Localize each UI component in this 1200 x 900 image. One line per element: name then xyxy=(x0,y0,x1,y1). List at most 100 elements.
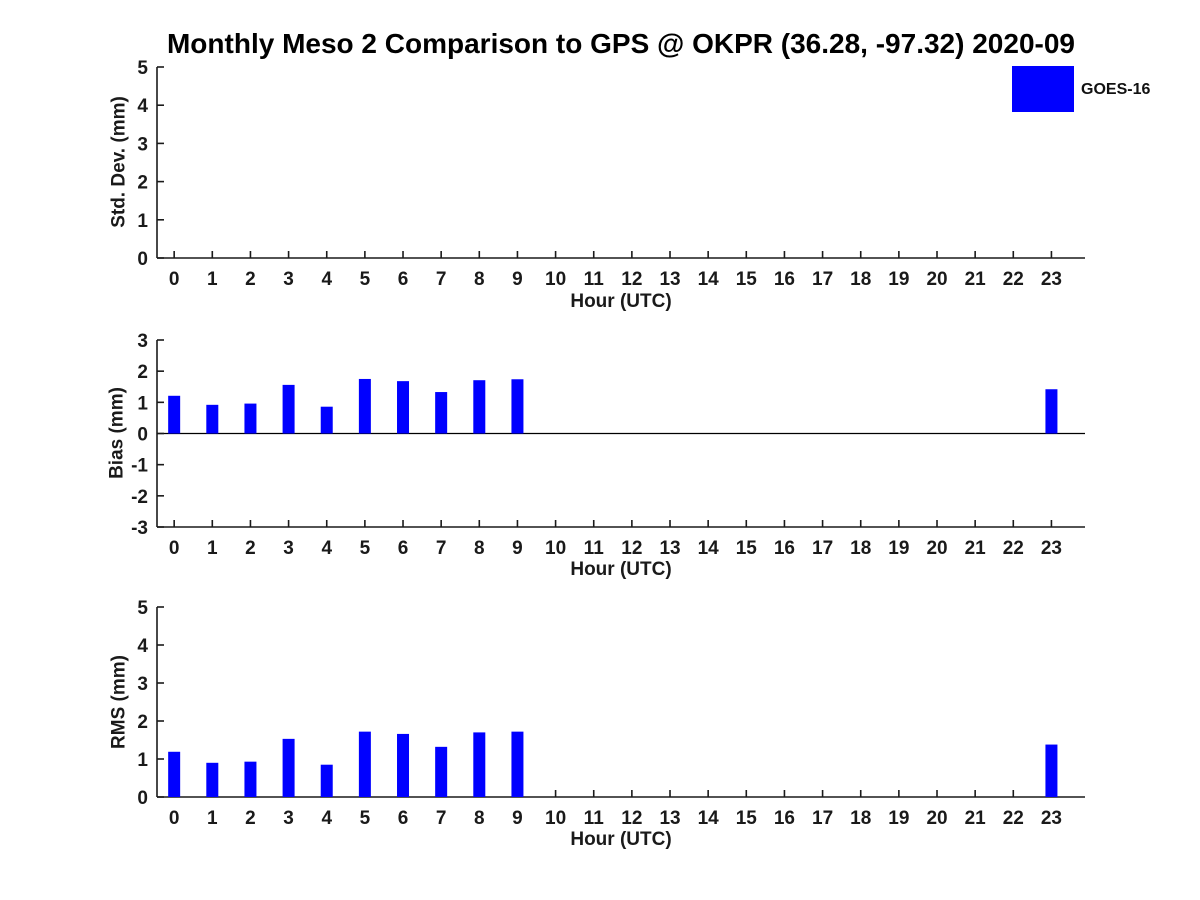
x-tick-label: 9 xyxy=(512,269,523,290)
x-tick-label: 2 xyxy=(245,269,256,290)
x-tick-label: 4 xyxy=(321,808,332,829)
x-tick-label: 8 xyxy=(474,808,485,829)
x-tick-label: 23 xyxy=(1041,538,1062,559)
bar-goes-16-hour-5 xyxy=(358,731,371,797)
x-tick-label: 21 xyxy=(965,269,987,290)
x-tick-label: 12 xyxy=(621,808,642,829)
y-tick-label: -3 xyxy=(131,518,148,539)
x-tick-label: 22 xyxy=(1003,269,1024,290)
xlabel-stddev: Hour (UTC) xyxy=(570,291,672,312)
x-tick-label: 23 xyxy=(1041,808,1062,829)
x-tick-label: 16 xyxy=(774,538,795,559)
x-tick-label: 12 xyxy=(621,538,642,559)
x-tick-label: 16 xyxy=(774,808,795,829)
y-tick-label: 1 xyxy=(137,750,148,771)
x-tick-label: 20 xyxy=(926,538,947,559)
x-tick-label: 8 xyxy=(474,538,485,559)
y-tick-label: 2 xyxy=(137,712,148,733)
x-tick-label: 12 xyxy=(621,269,642,290)
x-tick-label: 15 xyxy=(736,269,758,290)
x-tick-label: 11 xyxy=(584,538,605,559)
x-tick-label: 18 xyxy=(850,269,871,290)
x-tick-label: 13 xyxy=(659,269,680,290)
x-tick-label: 19 xyxy=(888,808,909,829)
y-tick-label: 5 xyxy=(137,598,148,619)
x-tick-label: 0 xyxy=(169,269,180,290)
bar-goes-16-hour-8 xyxy=(473,380,486,434)
y-tick-label: 0 xyxy=(137,788,148,809)
x-tick-label: 14 xyxy=(698,538,720,559)
x-tick-label: 14 xyxy=(698,269,720,290)
x-tick-label: 4 xyxy=(321,269,332,290)
bar-goes-16-hour-3 xyxy=(282,738,295,797)
bar-goes-16-hour-2 xyxy=(244,761,257,797)
x-tick-label: 11 xyxy=(584,808,605,829)
y-tick-label: 3 xyxy=(137,134,148,155)
x-tick-label: 16 xyxy=(774,269,795,290)
y-tick-label: 5 xyxy=(137,58,148,79)
x-tick-label: 17 xyxy=(812,269,833,290)
x-tick-label: 2 xyxy=(245,538,256,559)
bar-goes-16-hour-2 xyxy=(244,403,257,434)
x-tick-label: 18 xyxy=(850,538,871,559)
x-tick-label: 22 xyxy=(1003,538,1024,559)
x-tick-label: 1 xyxy=(207,269,218,290)
x-tick-label: 3 xyxy=(283,808,294,829)
y-tick-label: 4 xyxy=(137,96,148,117)
x-tick-label: 19 xyxy=(888,538,909,559)
x-tick-label: 13 xyxy=(659,808,680,829)
x-tick-label: 11 xyxy=(584,269,605,290)
bar-goes-16-hour-9 xyxy=(511,731,524,797)
x-tick-label: 0 xyxy=(169,538,180,559)
bar-goes-16-hour-4 xyxy=(320,406,333,434)
bar-goes-16-hour-7 xyxy=(435,746,448,797)
x-tick-label: 9 xyxy=(512,538,523,559)
x-tick-label: 2 xyxy=(245,808,256,829)
bar-goes-16-hour-1 xyxy=(206,762,219,797)
y-tick-label: -1 xyxy=(131,456,148,477)
x-tick-label: 17 xyxy=(812,538,833,559)
x-tick-label: 23 xyxy=(1041,269,1062,290)
x-tick-label: 1 xyxy=(207,808,218,829)
chart-title: Monthly Meso 2 Comparison to GPS @ OKPR … xyxy=(166,28,1075,59)
x-tick-label: 1 xyxy=(207,538,218,559)
bar-goes-16-hour-23 xyxy=(1045,744,1058,797)
y-tick-label: 3 xyxy=(137,674,148,695)
y-tick-label: 1 xyxy=(137,393,148,414)
x-tick-label: 9 xyxy=(512,808,523,829)
x-tick-label: 20 xyxy=(926,269,947,290)
bar-goes-16-hour-5 xyxy=(358,378,371,434)
bar-goes-16-hour-6 xyxy=(397,381,410,434)
legend-label-goes16: GOES-16 xyxy=(1081,81,1151,98)
x-tick-label: 21 xyxy=(965,538,987,559)
x-tick-label: 14 xyxy=(698,808,720,829)
x-tick-label: 5 xyxy=(360,808,371,829)
legend-swatch-goes16 xyxy=(1012,66,1074,112)
bar-goes-16-hour-3 xyxy=(282,384,295,434)
y-tick-label: 2 xyxy=(137,173,148,194)
x-tick-label: 7 xyxy=(436,269,447,290)
bar-goes-16-hour-9 xyxy=(511,379,524,434)
x-tick-label: 5 xyxy=(360,269,371,290)
x-tick-label: 10 xyxy=(545,269,566,290)
x-tick-label: 7 xyxy=(436,538,447,559)
x-tick-label: 6 xyxy=(398,538,409,559)
x-tick-label: 10 xyxy=(545,808,566,829)
x-tick-label: 10 xyxy=(545,538,566,559)
x-tick-label: 15 xyxy=(736,808,758,829)
y-tick-label: 3 xyxy=(137,331,148,352)
bar-goes-16-hour-7 xyxy=(435,392,448,434)
x-tick-label: 3 xyxy=(283,269,294,290)
x-tick-label: 7 xyxy=(436,808,447,829)
y-tick-label: 4 xyxy=(137,636,148,657)
x-tick-label: 3 xyxy=(283,538,294,559)
x-tick-label: 21 xyxy=(965,808,987,829)
x-tick-label: 22 xyxy=(1003,808,1024,829)
xlabel-bias: Hour (UTC) xyxy=(570,559,672,580)
bar-goes-16-hour-0 xyxy=(168,395,181,434)
xlabel-rms: Hour (UTC) xyxy=(570,829,672,850)
y-tick-label: 1 xyxy=(137,211,148,232)
x-tick-label: 17 xyxy=(812,808,833,829)
